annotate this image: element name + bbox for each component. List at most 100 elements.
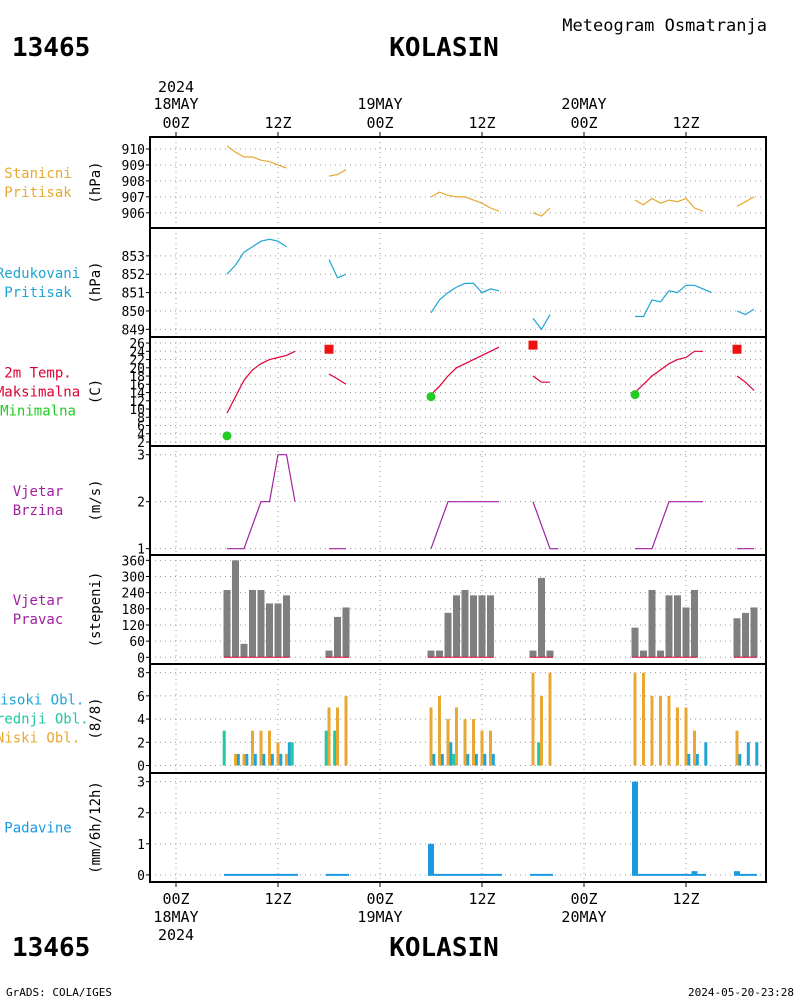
cloud-bar bbox=[446, 719, 450, 766]
y-tick-label: 909 bbox=[122, 159, 145, 174]
cloud-bar bbox=[324, 730, 328, 766]
cloud-bar bbox=[472, 719, 475, 766]
panel-label: 2m Temp. bbox=[4, 366, 71, 382]
hour-label-bottom: 00Z bbox=[366, 890, 393, 908]
panel-label: Vjetar bbox=[13, 484, 64, 500]
y-tick-label: 910 bbox=[122, 143, 145, 158]
hour-label-bottom: 00Z bbox=[570, 890, 597, 908]
cloud-bar bbox=[222, 730, 226, 766]
unit-label: (mm/6h/12h) bbox=[88, 781, 104, 874]
cloud-bar bbox=[236, 753, 240, 766]
bar bbox=[674, 595, 681, 658]
bar bbox=[691, 871, 698, 875]
date-label-bottom: 20MAY bbox=[561, 908, 606, 926]
panel-label: Padavine bbox=[4, 821, 71, 837]
cloud-bar bbox=[489, 730, 492, 766]
station-name-bottom: KOLASIN bbox=[389, 933, 499, 963]
series-line bbox=[430, 346, 500, 396]
series-line bbox=[532, 207, 551, 217]
bar bbox=[444, 612, 452, 658]
y-tick-label: 10 bbox=[129, 403, 145, 418]
cloud-bar bbox=[262, 753, 266, 766]
cloud-bar bbox=[234, 753, 237, 766]
series-line bbox=[328, 169, 347, 177]
meteogram-panels: 906907908909910(hPa)StanicniPritisak8498… bbox=[0, 136, 767, 884]
bar bbox=[325, 650, 333, 658]
series-line bbox=[736, 196, 755, 207]
bar bbox=[283, 595, 290, 658]
panel-label: Pritisak bbox=[4, 285, 72, 301]
grid: 0 1 2 3 bbox=[137, 773, 766, 884]
bar bbox=[631, 627, 639, 658]
cloud-bar bbox=[333, 730, 337, 766]
cloud-bar bbox=[491, 753, 495, 766]
y-tick-label: 240 bbox=[122, 587, 145, 602]
series-line bbox=[532, 375, 550, 383]
station-name-top: KOLASIN bbox=[389, 33, 499, 63]
y-tick-label: 2 bbox=[137, 736, 145, 751]
bar bbox=[257, 589, 265, 658]
y-tick-label: 16 bbox=[129, 378, 145, 393]
y-tick-label: 14 bbox=[129, 387, 145, 402]
cloud-bar bbox=[746, 742, 750, 766]
y-tick-label: 2 bbox=[137, 807, 145, 822]
hour-label-top: 00Z bbox=[366, 114, 393, 132]
panel-label: Visoki Obl. bbox=[0, 693, 84, 709]
cloud-bar bbox=[438, 695, 441, 766]
cloud-bar bbox=[531, 672, 535, 766]
bar bbox=[632, 781, 638, 875]
hour-label-bottom: 12Z bbox=[672, 890, 699, 908]
bar bbox=[232, 560, 239, 658]
software-credit: GrADS: COLA/IGES bbox=[6, 986, 112, 999]
cloud-bar bbox=[279, 753, 283, 766]
y-tick-label: 852 bbox=[122, 268, 145, 283]
year-label-top: 2024 bbox=[158, 78, 194, 96]
hour-label-top: 12Z bbox=[264, 114, 291, 132]
series-line bbox=[430, 501, 499, 549]
cloud-bar bbox=[270, 753, 274, 766]
max-temp-marker bbox=[732, 344, 742, 354]
cloud-bar bbox=[290, 742, 294, 766]
bar bbox=[436, 650, 443, 658]
y-tick-label: 360 bbox=[122, 554, 145, 569]
cloud-bar bbox=[667, 695, 671, 766]
panel-pressure_reduced: 849 850 851 852 853 (hPa) Redukovani Pritisak bbox=[0, 227, 767, 338]
y-tick-label: 180 bbox=[122, 603, 145, 618]
bar bbox=[691, 589, 698, 658]
series-line bbox=[532, 314, 551, 331]
panel-precipitation: 0 1 2 3 (mm/6h/12h) Padavine bbox=[4, 772, 767, 884]
unit-label: (m/s) bbox=[88, 479, 104, 521]
panel-label: Stanicni bbox=[4, 166, 71, 182]
y-tick-label: 8 bbox=[137, 667, 145, 682]
y-tick-label: 4 bbox=[137, 428, 145, 443]
panel-label: Redukovani bbox=[0, 266, 80, 282]
series-line bbox=[226, 145, 287, 169]
unit-label: (hPa) bbox=[88, 261, 104, 303]
cloud-bar bbox=[251, 730, 254, 766]
cloud-bar bbox=[704, 742, 708, 766]
cloud-bar bbox=[344, 695, 348, 766]
cloud-bar bbox=[466, 753, 470, 766]
station-id-top: 13465 bbox=[12, 33, 90, 63]
series-line bbox=[227, 454, 296, 550]
unit-label: (8/8) bbox=[88, 697, 104, 739]
bar bbox=[657, 650, 664, 658]
bar bbox=[665, 595, 673, 658]
bar bbox=[334, 616, 341, 658]
series-line bbox=[328, 373, 347, 385]
hour-label-bottom: 12Z bbox=[468, 890, 495, 908]
cloud-bar bbox=[537, 742, 541, 766]
y-tick-label: 2 bbox=[137, 496, 145, 511]
series-line bbox=[226, 350, 296, 414]
bar bbox=[223, 589, 231, 658]
cloud-bar bbox=[650, 695, 654, 766]
panel-frame bbox=[149, 772, 767, 883]
date-label-top: 20MAY bbox=[561, 95, 606, 113]
y-tick-label: 8 bbox=[137, 411, 145, 426]
bar bbox=[742, 612, 749, 658]
date-label-top: 19MAY bbox=[357, 95, 402, 113]
panel-label: Pritisak bbox=[4, 185, 72, 201]
